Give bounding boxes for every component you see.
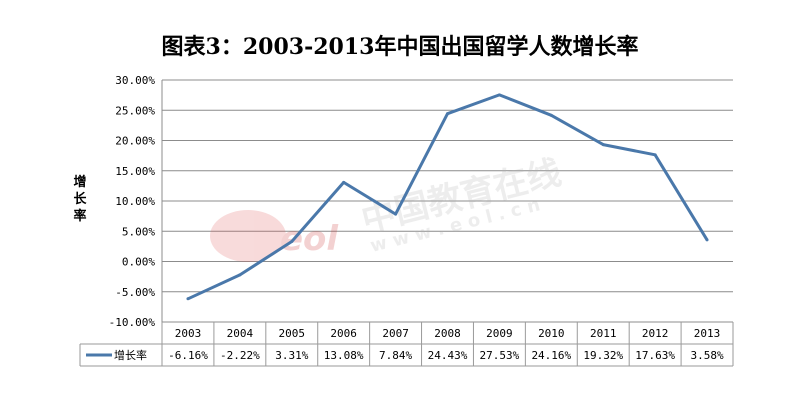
grid (161, 79, 733, 323)
watermark-logo-swoosh (210, 210, 286, 262)
y-tick-label: 10.00% (115, 195, 155, 208)
x-tick-label: 2013 (694, 327, 721, 340)
data-point (238, 273, 242, 277)
watermark: eol 中国教育在线 w w w . e o l . c n (210, 153, 565, 262)
data-point (549, 113, 553, 117)
y-tick-label: -5.00% (115, 286, 155, 299)
data-label: 24.16% (531, 349, 571, 362)
data-table: 2003 2004 2005 2006 2007 2008 2009 2010 2011 2012… (79, 322, 734, 367)
data-label: 17.63% (635, 349, 675, 362)
x-tick-label: 2010 (538, 327, 565, 340)
data-point (601, 143, 605, 147)
data-label: -2.22% (220, 349, 260, 362)
y-tick-labels: 30.00% 25.00% 20.00% 15.00% 10.00% 5.00% 0.00%… (109, 74, 156, 329)
x-tick-label: 2008 (434, 327, 461, 340)
data-label: 3.31% (275, 349, 308, 362)
y-axis-label: 增长率 (73, 174, 87, 224)
x-tick-label: 2009 (486, 327, 513, 340)
y-tick-label: 25.00% (115, 104, 155, 117)
data-point (394, 212, 398, 216)
data-point (186, 297, 190, 301)
x-tick-label: 2003 (175, 327, 202, 340)
x-tick-label: 2011 (590, 327, 617, 340)
data-label: 24.43% (428, 349, 468, 362)
x-tick-label: 2012 (642, 327, 669, 340)
watermark-logo: eol (280, 219, 339, 259)
data-point (446, 112, 449, 116)
y-tick-label: 15.00% (115, 165, 155, 178)
x-tick-label: 2007 (382, 327, 409, 340)
y-tick-label: 0.00% (122, 256, 155, 269)
data-label: -6.16% (168, 349, 208, 362)
data-point (290, 239, 294, 243)
x-tick-label: 2005 (279, 327, 306, 340)
y-tick-label: -10.00% (109, 316, 156, 329)
chart-title: 图表3：2003-2013年中国出国留学人数增长率 (162, 34, 639, 60)
data-point (342, 180, 346, 184)
data-label: 3.58% (690, 349, 723, 362)
data-label: 19.32% (583, 349, 623, 362)
data-label: 27.53% (480, 349, 520, 362)
data-label: 13.08% (324, 349, 364, 362)
x-tick-label: 2004 (227, 327, 254, 340)
data-point (653, 153, 657, 157)
y-tick-label: 30.00% (115, 74, 155, 87)
y-tick-label: 20.00% (115, 135, 155, 148)
series (186, 93, 709, 301)
data-point (705, 238, 709, 242)
y-tick-label: 5.00% (122, 225, 155, 238)
data-label: 7.84% (379, 349, 412, 362)
legend-label: 增长率 (114, 348, 147, 362)
x-tick-label: 2006 (330, 327, 357, 340)
data-point (497, 93, 501, 97)
